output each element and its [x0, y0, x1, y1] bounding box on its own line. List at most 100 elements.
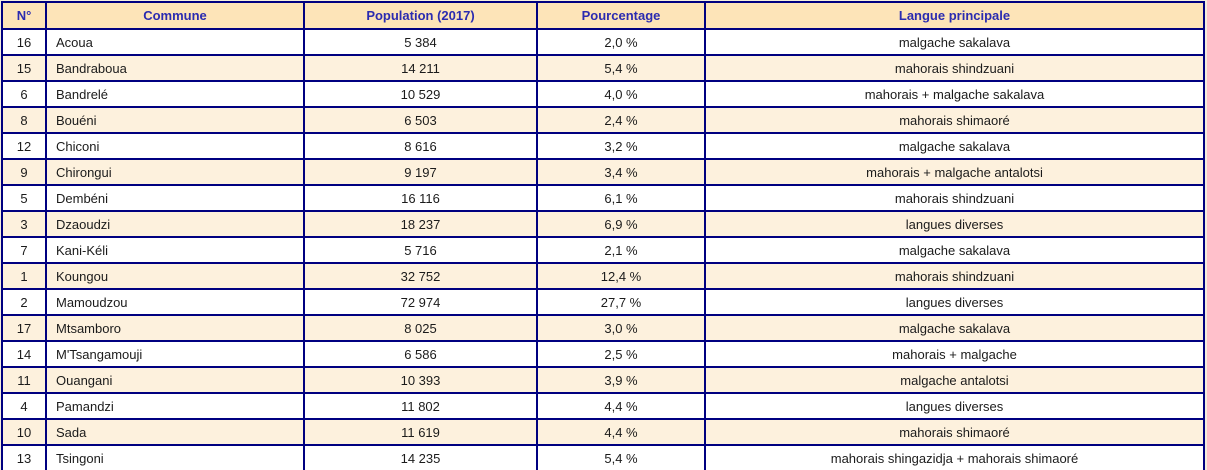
pourcentage-cell: 5,4 % [536, 54, 706, 82]
pourcentage-cell: 4,4 % [536, 418, 706, 446]
population-cell: 9 197 [303, 158, 538, 186]
commune-cell: Chirongui [45, 158, 305, 186]
table-row: 9 Chirongui 9 197 3,4 % mahorais + malgache … [1, 158, 1205, 186]
table-row: 12 Chiconi 8 616 3,2 % malgache sakalava [1, 132, 1205, 160]
population-cell: 5 384 [303, 28, 538, 56]
pourcentage-cell: 4,4 % [536, 392, 706, 420]
row-num-cell: 16 [1, 28, 47, 56]
population-cell: 11 802 [303, 392, 538, 420]
population-cell: 6 503 [303, 106, 538, 134]
population-cell: 14 211 [303, 54, 538, 82]
table-row: 1 Koungou 32 752 12,4 % mahorais shindzuani [1, 262, 1205, 290]
population-cell: 14 235 [303, 444, 538, 470]
table-row: 13 Tsingoni 14 235 5,4 % mahorais shingazidj… [1, 444, 1205, 470]
langue-cell: mahorais + malgache sakalava [704, 80, 1205, 108]
row-num-cell: 10 [1, 418, 47, 446]
population-cell: 8 616 [303, 132, 538, 160]
table-row: 11 Ouangani 10 393 3,9 % malgache antalotsi [1, 366, 1205, 394]
langue-cell: malgache sakalava [704, 314, 1205, 342]
pourcentage-cell: 12,4 % [536, 262, 706, 290]
langue-cell: malgache sakalava [704, 28, 1205, 56]
commune-cell: M'Tsangamouji [45, 340, 305, 368]
row-num-cell: 17 [1, 314, 47, 342]
table-row: 17 Mtsamboro 8 025 3,0 % malgache sakalava [1, 314, 1205, 342]
population-cell: 10 529 [303, 80, 538, 108]
commune-cell: Bouéni [45, 106, 305, 134]
pourcentage-cell: 3,0 % [536, 314, 706, 342]
row-num-cell: 8 [1, 106, 47, 134]
langue-cell: mahorais + malgache antalotsi [704, 158, 1205, 186]
row-num-cell: 12 [1, 132, 47, 160]
population-cell: 32 752 [303, 262, 538, 290]
langue-cell: mahorais shindzuani [704, 54, 1205, 82]
pourcentage-cell: 2,5 % [536, 340, 706, 368]
table-row: 6 Bandrelé 10 529 4,0 % mahorais + malgache … [1, 80, 1205, 108]
langue-cell: malgache antalotsi [704, 366, 1205, 394]
pourcentage-cell: 6,1 % [536, 184, 706, 212]
table-row: 4 Pamandzi 11 802 4,4 % langues diverses [1, 392, 1205, 420]
row-num-cell: 15 [1, 54, 47, 82]
langue-cell: mahorais shindzuani [704, 184, 1205, 212]
langue-cell: langues diverses [704, 288, 1205, 316]
commune-cell: Mamoudzou [45, 288, 305, 316]
commune-cell: Koungou [45, 262, 305, 290]
table-row: 5 Dembéni 16 116 6,1 % mahorais shindzuani [1, 184, 1205, 212]
column-header-population: Population (2017) [303, 1, 538, 30]
table-row: 15 Bandraboua 14 211 5,4 % mahorais shindzua… [1, 54, 1205, 82]
pourcentage-cell: 2,1 % [536, 236, 706, 264]
row-num-cell: 3 [1, 210, 47, 238]
commune-cell: Dembéni [45, 184, 305, 212]
population-cell: 18 237 [303, 210, 538, 238]
commune-cell: Ouangani [45, 366, 305, 394]
row-num-cell: 13 [1, 444, 47, 470]
commune-cell: Pamandzi [45, 392, 305, 420]
langue-cell: langues diverses [704, 392, 1205, 420]
row-num-cell: 11 [1, 366, 47, 394]
langue-cell: malgache sakalava [704, 236, 1205, 264]
population-cell: 11 619 [303, 418, 538, 446]
table-row: 10 Sada 11 619 4,4 % mahorais shimaoré [1, 418, 1205, 446]
pourcentage-cell: 2,4 % [536, 106, 706, 134]
table-row: 2 Mamoudzou 72 974 27,7 % langues diverses [1, 288, 1205, 316]
commune-cell: Dzaoudzi [45, 210, 305, 238]
pourcentage-cell: 27,7 % [536, 288, 706, 316]
row-num-cell: 7 [1, 236, 47, 264]
langue-cell: malgache sakalava [704, 132, 1205, 160]
row-num-cell: 5 [1, 184, 47, 212]
langue-cell: mahorais shingazidja + mahorais shimaoré [704, 444, 1205, 470]
row-num-cell: 4 [1, 392, 47, 420]
table-row: 16 Acoua 5 384 2,0 % malgache sakalava [1, 28, 1205, 56]
column-header-commune: Commune [45, 1, 305, 30]
column-header-pourcentage: Pourcentage [536, 1, 706, 30]
commune-cell: Bandraboua [45, 54, 305, 82]
column-header-langue: Langue principale [704, 1, 1205, 30]
pourcentage-cell: 4,0 % [536, 80, 706, 108]
population-cell: 72 974 [303, 288, 538, 316]
langue-cell: mahorais + malgache [704, 340, 1205, 368]
langue-cell: mahorais shimaoré [704, 106, 1205, 134]
langue-cell: mahorais shindzuani [704, 262, 1205, 290]
langue-cell: langues diverses [704, 210, 1205, 238]
pourcentage-cell: 3,9 % [536, 366, 706, 394]
table-row: 14 M'Tsangamouji 6 586 2,5 % mahorais + malg… [1, 340, 1205, 368]
row-num-cell: 1 [1, 262, 47, 290]
population-cell: 6 586 [303, 340, 538, 368]
commune-cell: Sada [45, 418, 305, 446]
row-num-cell: 9 [1, 158, 47, 186]
commune-cell: Mtsamboro [45, 314, 305, 342]
pourcentage-cell: 3,2 % [536, 132, 706, 160]
pourcentage-cell: 5,4 % [536, 444, 706, 470]
population-cell: 10 393 [303, 366, 538, 394]
table-row: 3 Dzaoudzi 18 237 6,9 % langues diverses [1, 210, 1205, 238]
commune-cell: Tsingoni [45, 444, 305, 470]
commune-cell: Bandrelé [45, 80, 305, 108]
commune-cell: Chiconi [45, 132, 305, 160]
header-row: N° Commune Population (2017) Pourcentage… [1, 1, 1205, 30]
table-row: 8 Bouéni 6 503 2,4 % mahorais shimaoré [1, 106, 1205, 134]
pourcentage-cell: 3,4 % [536, 158, 706, 186]
population-cell: 16 116 [303, 184, 538, 212]
row-num-cell: 14 [1, 340, 47, 368]
commune-cell: Acoua [45, 28, 305, 56]
